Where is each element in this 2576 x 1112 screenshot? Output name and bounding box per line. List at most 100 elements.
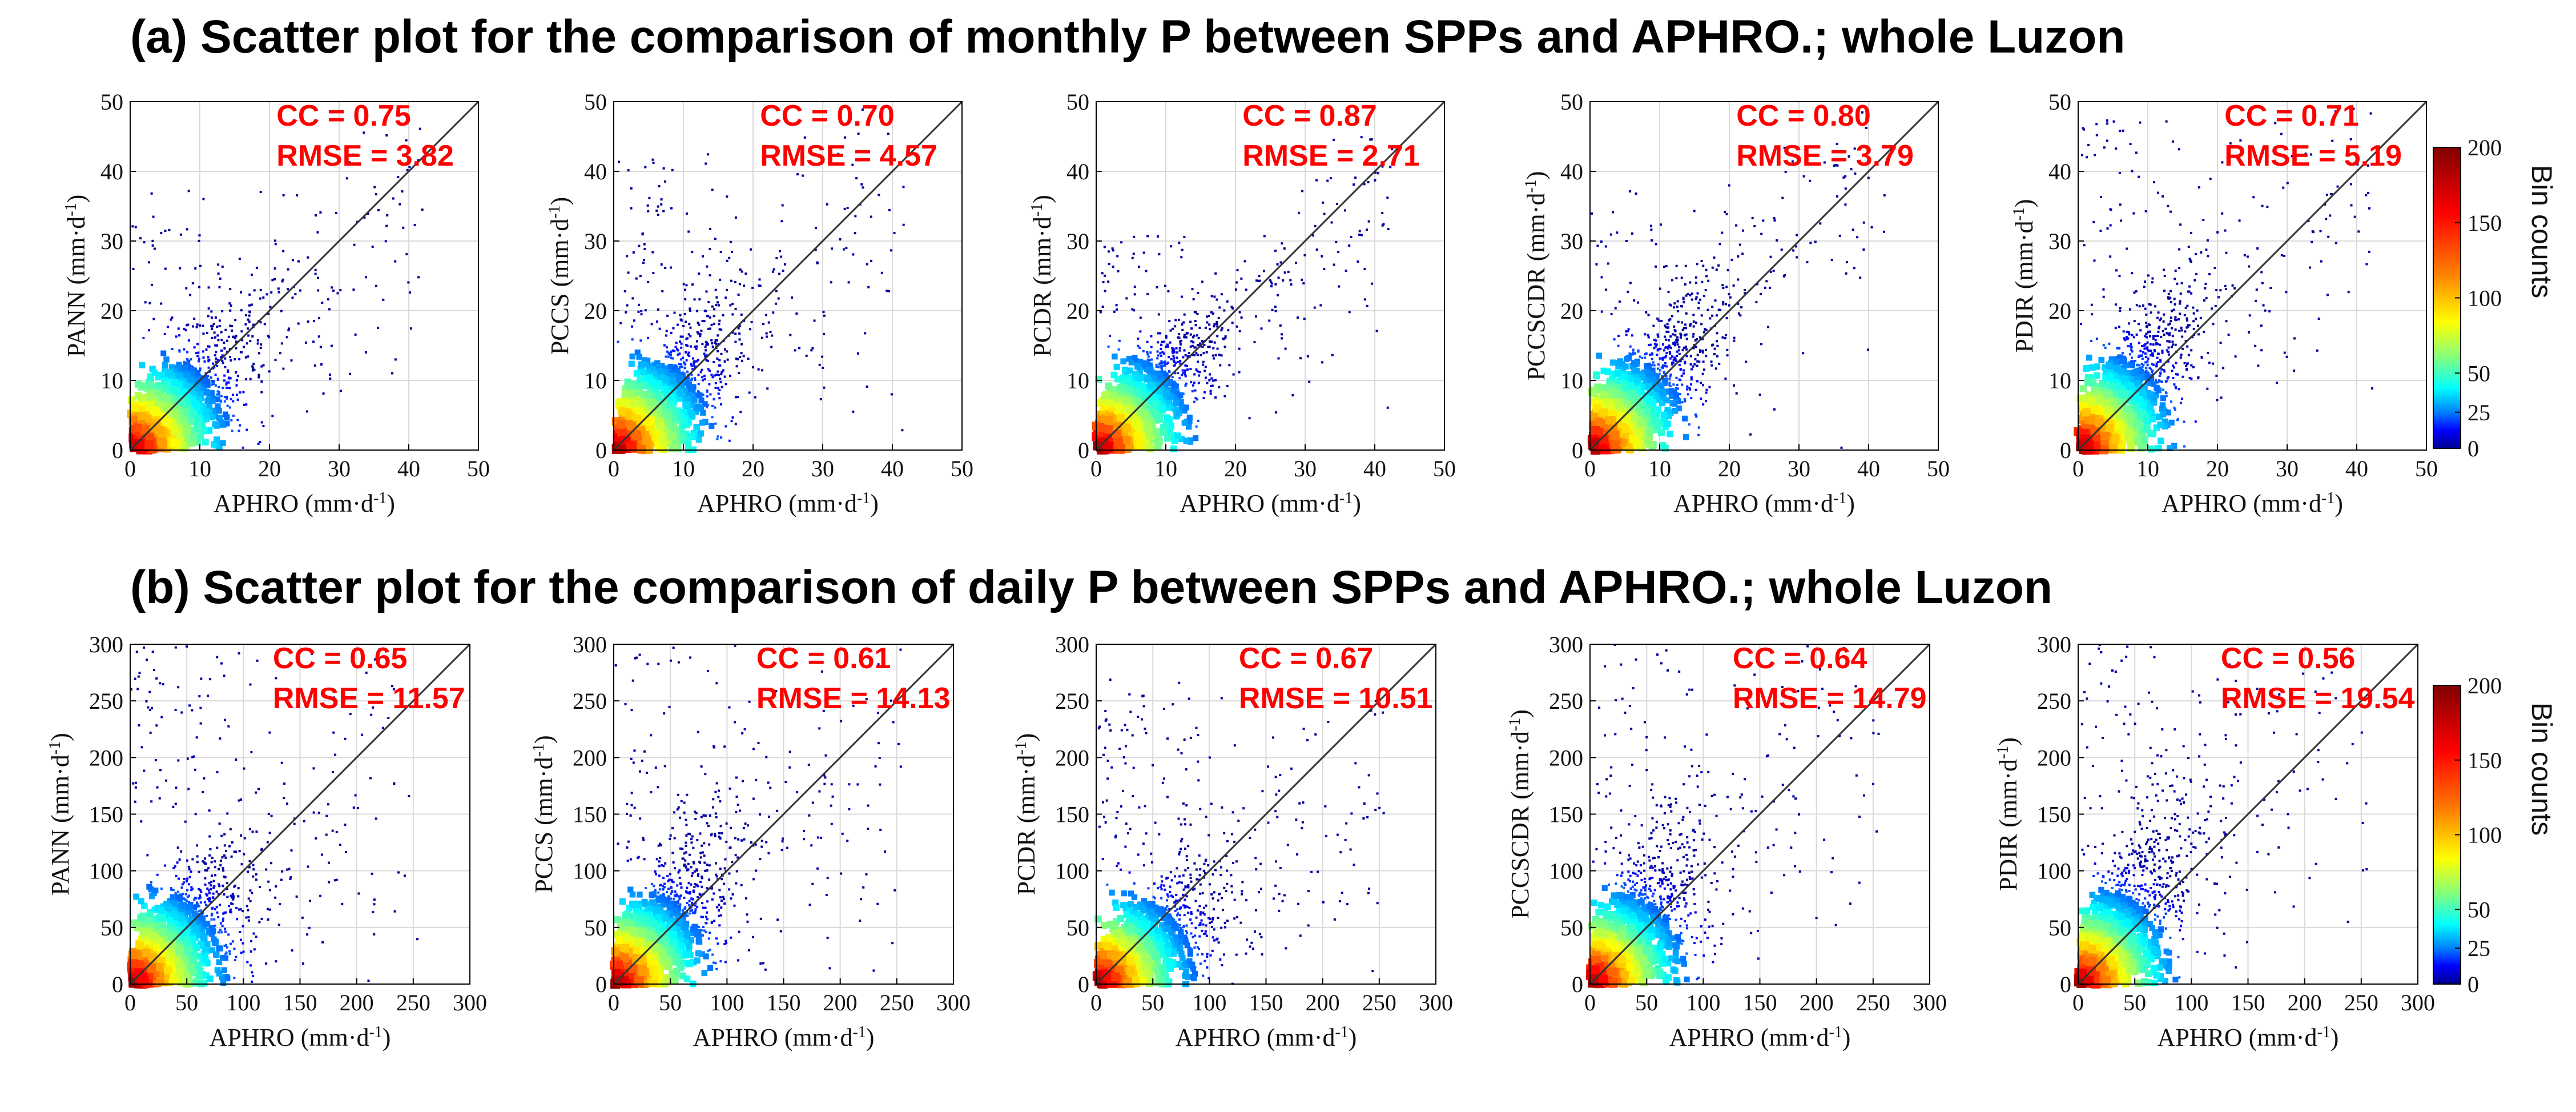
data-point (274, 359, 277, 362)
data-point (418, 127, 421, 130)
y-tick-label: 40 (1066, 159, 1089, 184)
data-point (1769, 255, 1772, 258)
data-point (1220, 293, 1223, 296)
y-tick-label: 30 (584, 228, 607, 254)
data-point (619, 322, 622, 324)
data-point (1673, 398, 1679, 404)
data-point (273, 267, 276, 270)
data-point (1673, 356, 1676, 359)
data-point (718, 389, 721, 392)
data-point (238, 358, 241, 360)
data-point (628, 360, 635, 367)
data-point (260, 391, 263, 394)
data-point (1173, 360, 1176, 363)
data-point (759, 284, 762, 287)
data-point (1276, 263, 1279, 266)
data-point (707, 359, 710, 362)
y-tick-label: 0 (1078, 437, 1089, 463)
data-point (1381, 224, 1384, 227)
data-point (262, 364, 265, 367)
data-point (1274, 283, 1277, 286)
data-point (1681, 358, 1684, 360)
data-point (847, 281, 850, 284)
data-point (633, 319, 635, 322)
data-point (1173, 349, 1176, 352)
data-point (1694, 358, 1697, 361)
data-point (190, 358, 192, 361)
data-point (1193, 435, 1199, 441)
data-point (274, 243, 277, 246)
data-point (831, 247, 834, 250)
y-tick-label: 10 (100, 368, 123, 394)
data-point (197, 403, 204, 410)
data-point (166, 326, 169, 328)
data-point (1222, 338, 1225, 340)
data-point (718, 328, 721, 331)
data-point (214, 344, 217, 347)
data-point (211, 441, 218, 448)
data-point (211, 324, 214, 327)
data-point (214, 384, 217, 387)
data-point (242, 446, 244, 449)
data-point (678, 367, 681, 370)
data-point (1781, 196, 1784, 199)
data-point (1696, 292, 1699, 295)
data-point (235, 384, 238, 387)
data-point (685, 419, 693, 426)
data-point (145, 433, 155, 443)
data-point (1684, 283, 1687, 286)
data-point (1765, 280, 1768, 283)
data-point (1142, 362, 1149, 368)
data-point (681, 356, 684, 359)
data-point (726, 350, 728, 353)
data-point (659, 363, 665, 369)
data-point (168, 364, 175, 371)
data-point (1659, 369, 1661, 372)
x-tick-label: 40 (1363, 456, 1386, 481)
data-point (1178, 336, 1181, 339)
data-point (1718, 363, 1721, 366)
data-point (823, 386, 826, 389)
data-point (1683, 327, 1685, 330)
data-point (1725, 303, 1728, 306)
data-point (1230, 306, 1233, 308)
data-point (1108, 263, 1110, 266)
data-point (1133, 431, 1142, 440)
data-point (1152, 410, 1159, 417)
data-point (260, 343, 263, 346)
data-point (651, 158, 654, 161)
data-point (131, 225, 134, 228)
density-points (127, 127, 424, 455)
data-point (1277, 276, 1280, 279)
data-point (226, 404, 229, 407)
data-point (791, 296, 794, 299)
data-point (738, 324, 741, 327)
y-tick-label: 30 (1066, 228, 1089, 254)
y-tick-label: 20 (100, 298, 123, 324)
data-point (695, 360, 698, 363)
data-point (207, 375, 210, 378)
data-point (216, 344, 219, 347)
data-point (1195, 352, 1198, 355)
data-point (1627, 290, 1629, 293)
data-point (658, 185, 661, 188)
data-point (680, 342, 683, 345)
data-point (1617, 344, 1620, 347)
data-point (740, 270, 743, 273)
data-point (665, 386, 672, 393)
data-point (1686, 385, 1689, 388)
data-point (1107, 280, 1110, 283)
data-point (1762, 219, 1765, 222)
data-point (210, 376, 212, 379)
data-point (783, 263, 786, 266)
data-point (1681, 305, 1684, 308)
data-point (798, 347, 801, 350)
data-point (1600, 310, 1603, 313)
data-point (231, 429, 234, 432)
data-point (202, 198, 205, 200)
data-point (1655, 339, 1657, 342)
data-point (781, 204, 784, 207)
data-point (1353, 183, 1355, 186)
data-point (709, 248, 711, 251)
data-point (1635, 192, 1637, 195)
